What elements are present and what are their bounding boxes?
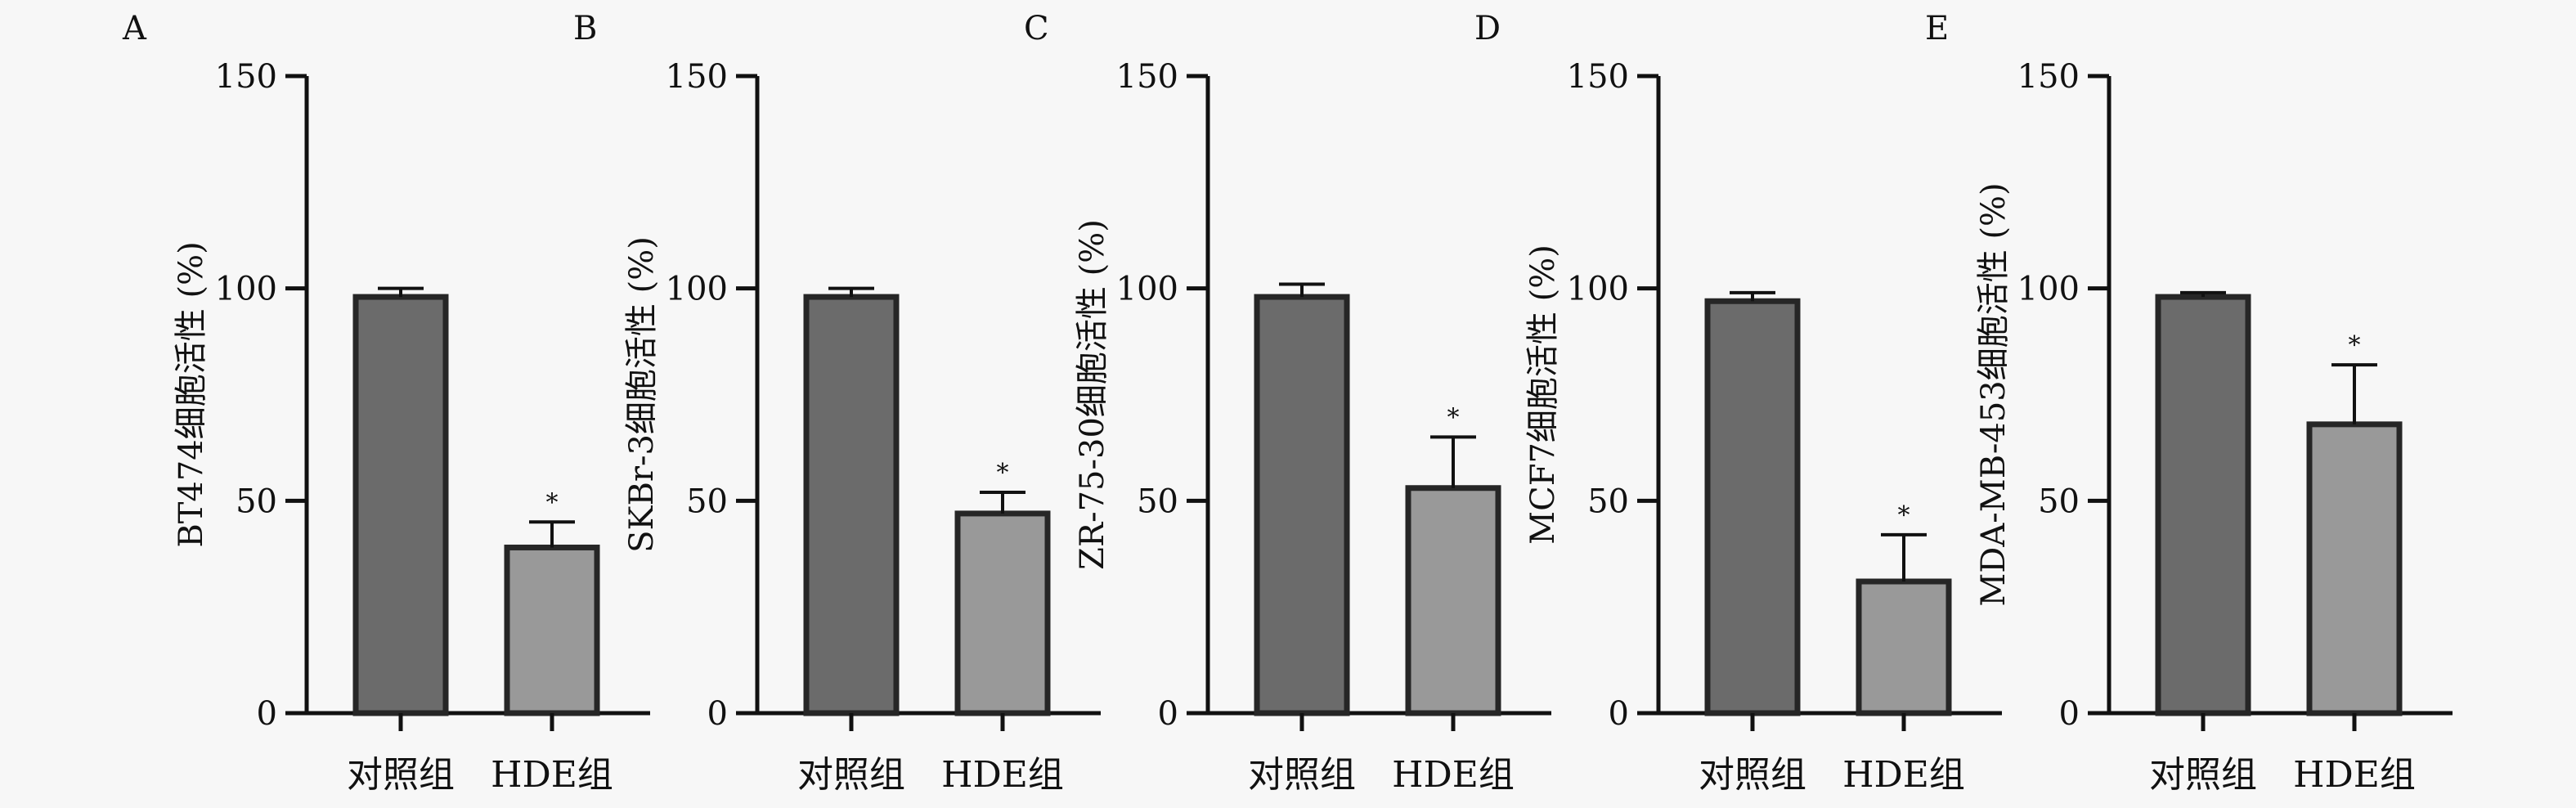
x-tick-label: 对照组	[1699, 754, 1806, 796]
y-tick-label: 100	[1567, 271, 1629, 308]
y-tick-label: 0	[707, 695, 728, 733]
y-tick-label: 100	[2017, 271, 2080, 308]
x-tick-label: 对照组	[2149, 754, 2257, 796]
y-axis-label: BT474细胞活性 (%)	[173, 241, 210, 547]
significance-marker: *	[1447, 403, 1460, 432]
y-tick-label: 0	[1158, 695, 1178, 733]
panel-d: D 0 50 100 150 MCF7细胞活性 (%) 对照组 * HDE组	[1474, 10, 2002, 796]
y-tick-label: 50	[1587, 483, 1629, 520]
panel-e: E 0 50 100 150 MDA-MB-453细胞活性 (%) 对照组 * HDE组	[1925, 10, 2453, 796]
panel-b: B 0 50 100 150 SKBr-3细胞活性 (%) 对照组 * HDE组	[573, 10, 1101, 796]
panel-letter: E	[1925, 10, 1949, 47]
significance-marker: *	[997, 459, 1009, 487]
bar	[504, 544, 600, 716]
y-tick-label: 50	[236, 483, 277, 520]
y-tick-label: 100	[1116, 271, 1178, 308]
significance-marker: *	[546, 488, 559, 517]
x-tick-label: 对照组	[1248, 754, 1356, 796]
x-tick-label: HDE组	[1392, 754, 1515, 796]
panel-c: C 0 50 100 150 ZR-75-30细胞活性 (%) 对照组 * HDE组	[1024, 10, 1551, 796]
x-tick-label: 对照组	[797, 754, 905, 796]
significance-marker: *	[1898, 501, 1910, 530]
x-tick-label: 对照组	[347, 754, 455, 796]
y-tick-label: 50	[1137, 483, 1178, 520]
y-tick-label: 150	[215, 58, 277, 96]
panel-letter: A	[122, 10, 147, 47]
x-tick-label: HDE组	[491, 754, 613, 796]
y-tick-label: 50	[2038, 483, 2080, 520]
y-axis-label: MDA-MB-453细胞活性 (%)	[1975, 182, 2013, 606]
x-tick-label: HDE组	[2293, 754, 2416, 796]
x-tick-label: HDE组	[941, 754, 1064, 796]
y-tick-label: 100	[666, 271, 728, 308]
y-tick-label: 150	[2017, 58, 2080, 96]
panel-a: A 0 50 100 150 BT474细胞活性 (%) 对照组 * HDE组	[122, 10, 650, 796]
y-tick-label: 0	[1609, 695, 1629, 733]
y-axis-label: SKBr-3细胞活性 (%)	[623, 236, 661, 553]
bar	[1856, 578, 1952, 716]
bar	[2155, 294, 2251, 716]
bar	[803, 294, 900, 716]
y-axis-label: MCF7细胞活性 (%)	[1524, 245, 1562, 545]
x-tick-label: HDE组	[1842, 754, 1965, 796]
bar	[2306, 421, 2403, 716]
bar	[954, 510, 1051, 716]
y-axis-label: ZR-75-30细胞活性 (%)	[1074, 219, 1111, 570]
y-tick-label: 0	[2059, 695, 2080, 733]
y-tick-label: 150	[666, 58, 728, 96]
significance-marker: *	[2349, 331, 2361, 360]
y-tick-label: 50	[686, 483, 728, 520]
bar	[1254, 294, 1350, 716]
bar	[352, 294, 449, 716]
panel-letter: C	[1024, 10, 1049, 47]
panel-letter: B	[573, 10, 597, 47]
y-tick-label: 150	[1567, 58, 1629, 96]
bar	[1405, 485, 1501, 716]
bar	[1704, 298, 1801, 716]
panel-letter: D	[1474, 10, 1501, 47]
y-tick-label: 150	[1116, 58, 1178, 96]
y-tick-label: 0	[257, 695, 277, 733]
y-tick-label: 100	[215, 271, 277, 308]
